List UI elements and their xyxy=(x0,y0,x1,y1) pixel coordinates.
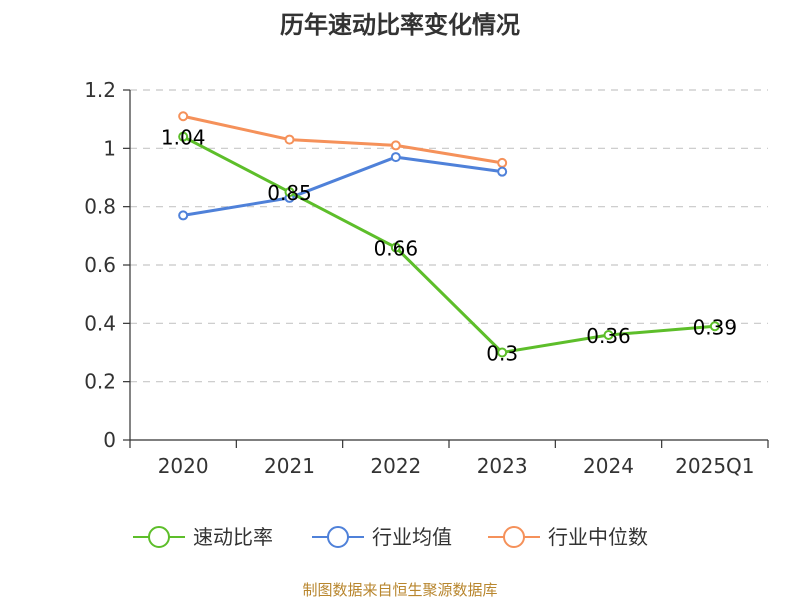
y-tick-label: 0.2 xyxy=(84,370,116,394)
data-point xyxy=(497,157,508,168)
data-label: 0.85 xyxy=(267,181,312,205)
x-tick-label: 2024 xyxy=(583,454,634,478)
x-tick-label: 2025Q1 xyxy=(675,454,754,478)
data-point xyxy=(603,330,614,340)
legend-item[interactable]: 行业均值 xyxy=(312,525,452,549)
legend-item[interactable]: 速动比率 xyxy=(133,525,273,549)
legend-label: 行业中位数 xyxy=(548,525,648,549)
y-tick-label: 1 xyxy=(103,136,116,160)
series-points xyxy=(178,111,720,358)
y-tick-label: 1.2 xyxy=(84,78,116,102)
series-line xyxy=(182,155,503,217)
data-point xyxy=(390,242,401,253)
data-point xyxy=(709,321,720,332)
x-axis-ticks: 2020 2021 2022 2023 2024 2025Q1 xyxy=(129,440,769,478)
data-point xyxy=(178,210,189,221)
data-label: 0.66 xyxy=(374,237,419,261)
legend-label: 行业均值 xyxy=(372,525,452,549)
x-tick-label: 2020 xyxy=(158,454,209,478)
y-axis-ticks: 0 0.2 0.4 0.6 0.8 1 1.2 xyxy=(84,78,130,452)
x-tick-label: 2021 xyxy=(264,454,315,478)
y-tick-label: 0 xyxy=(103,428,116,452)
data-point xyxy=(284,187,295,198)
data-point xyxy=(497,166,508,177)
source-note: 制图数据来自恒生聚源数据库 xyxy=(302,581,497,599)
y-tick-label: 0.4 xyxy=(84,311,116,335)
data-point xyxy=(390,140,401,151)
gridlines xyxy=(130,89,768,383)
data-point xyxy=(284,134,295,145)
data-point xyxy=(497,347,508,358)
data-point xyxy=(178,131,189,142)
legend-marker xyxy=(148,526,170,548)
data-label: 0.36 xyxy=(586,324,631,348)
series-lines xyxy=(182,114,715,354)
x-tick-label: 2023 xyxy=(477,454,528,478)
data-point xyxy=(178,111,189,122)
x-tick-label: 2022 xyxy=(370,454,421,478)
data-label: 0.39 xyxy=(693,315,738,339)
y-tick-label: 0.6 xyxy=(84,253,116,277)
legend-marker xyxy=(503,526,525,548)
y-tick-label: 0.8 xyxy=(84,195,116,219)
data-labels: 1.04 0.85 0.66 0.3 0.36 0.39 xyxy=(161,126,737,366)
legend-item[interactable]: 行业中位数 xyxy=(488,525,648,549)
legend-label: 速动比率 xyxy=(193,525,273,549)
legend-marker xyxy=(327,526,349,548)
series-line xyxy=(182,135,715,354)
legend[interactable]: 速动比率 行业均值 行业中位数 xyxy=(133,525,648,549)
series-line xyxy=(182,114,503,165)
data-point xyxy=(390,152,401,163)
data-label: 0.3 xyxy=(486,342,518,366)
chart-title: 历年速动比率变化情况 xyxy=(280,11,520,39)
data-label: 1.04 xyxy=(161,126,206,150)
